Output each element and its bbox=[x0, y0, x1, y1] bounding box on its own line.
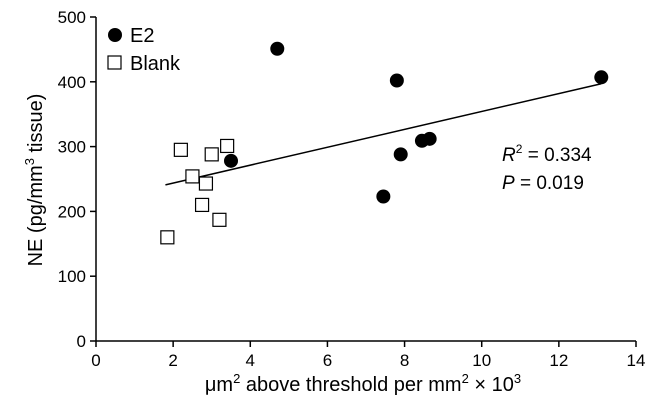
r2-var: R bbox=[502, 145, 516, 166]
y-tick-label: 0 bbox=[77, 332, 86, 351]
x-axis-ticks: 0 2 4 6 8 10 12 14 bbox=[91, 341, 645, 370]
r2-value: = 0.334 bbox=[522, 145, 592, 166]
x-tick-label: 10 bbox=[472, 351, 491, 370]
r-squared-annotation: R2 = 0.334 bbox=[502, 142, 592, 166]
x-tick-label: 4 bbox=[246, 351, 255, 370]
x-tick-label: 8 bbox=[400, 351, 409, 370]
data-point-e2 bbox=[393, 147, 408, 162]
y-axis-ticks: 0 100 200 300 400 500 bbox=[58, 8, 96, 351]
x-axis-title: μm2 above threshold per mm2 × 103 bbox=[205, 371, 521, 396]
data-point-blank bbox=[160, 230, 175, 245]
x-tick-label: 14 bbox=[627, 351, 646, 370]
data-point-e2 bbox=[389, 73, 404, 88]
y-tick-label: 100 bbox=[58, 267, 86, 286]
data-point-blank bbox=[198, 176, 214, 191]
plot-area: 0 100 200 300 400 500 0 2 4 6 8 10 12 14 bbox=[58, 8, 646, 370]
data-point-blank bbox=[212, 212, 227, 227]
y-tick-label: 200 bbox=[58, 202, 86, 221]
data-point-blank bbox=[194, 197, 210, 213]
trendline bbox=[165, 83, 602, 186]
x-tick-label: 0 bbox=[91, 351, 100, 370]
y-tick-label: 500 bbox=[58, 8, 86, 27]
data-point-e2 bbox=[224, 153, 238, 168]
data-point-e2 bbox=[376, 189, 391, 204]
stats-annotation: R2 = 0.334 P = 0.019 bbox=[502, 142, 592, 194]
y-tick-label: 300 bbox=[58, 138, 86, 157]
data-point-blank bbox=[220, 138, 235, 154]
p-var: P bbox=[502, 173, 515, 194]
x-tick-label: 6 bbox=[323, 351, 332, 370]
legend-marker-e2 bbox=[108, 28, 122, 42]
p-value: = 0.019 bbox=[515, 173, 584, 194]
legend: E2 Blank bbox=[107, 25, 181, 75]
data-point-e2 bbox=[594, 70, 609, 85]
data-point-e2 bbox=[422, 131, 437, 146]
legend-label-blank: Blank bbox=[130, 53, 181, 75]
r2-sup: 2 bbox=[516, 142, 523, 156]
legend-label-e2: E2 bbox=[130, 25, 154, 47]
p-value-annotation: P = 0.019 bbox=[502, 173, 584, 194]
data-point-blank bbox=[204, 147, 219, 162]
legend-marker-blank bbox=[107, 55, 122, 70]
y-tick-label: 400 bbox=[58, 73, 86, 92]
x-tick-label: 12 bbox=[549, 351, 568, 370]
data-point-e2 bbox=[270, 41, 285, 56]
data-points bbox=[160, 41, 609, 245]
data-point-blank bbox=[173, 142, 188, 157]
x-tick-label: 2 bbox=[168, 351, 177, 370]
y-axis-title: NE (pg/mm3 tissue) bbox=[22, 94, 47, 267]
data-point-blank bbox=[185, 169, 200, 184]
